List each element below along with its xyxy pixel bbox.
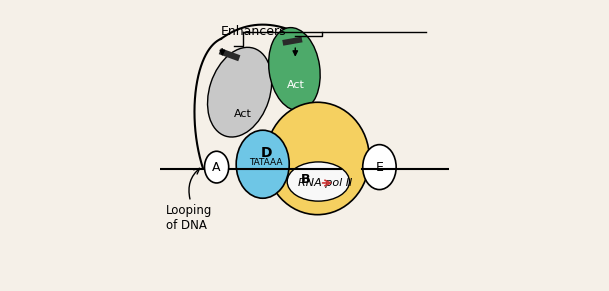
Ellipse shape bbox=[287, 162, 350, 201]
Text: Enhancers: Enhancers bbox=[221, 25, 287, 38]
Bar bbox=[282, 37, 303, 46]
Text: Looping
of DNA: Looping of DNA bbox=[166, 204, 212, 232]
Ellipse shape bbox=[269, 28, 320, 111]
Text: Act: Act bbox=[234, 109, 252, 119]
Text: Act: Act bbox=[287, 80, 304, 90]
Ellipse shape bbox=[363, 145, 396, 190]
Text: B: B bbox=[301, 173, 310, 186]
Bar bbox=[219, 48, 241, 61]
Ellipse shape bbox=[236, 130, 289, 198]
Text: E: E bbox=[376, 161, 384, 174]
Ellipse shape bbox=[266, 102, 369, 215]
Ellipse shape bbox=[208, 47, 272, 137]
Text: TATAAA: TATAAA bbox=[248, 158, 282, 167]
Text: A: A bbox=[213, 161, 221, 174]
Text: RNA pol II: RNA pol II bbox=[298, 178, 352, 188]
Ellipse shape bbox=[205, 151, 229, 183]
Text: D: D bbox=[261, 146, 272, 160]
